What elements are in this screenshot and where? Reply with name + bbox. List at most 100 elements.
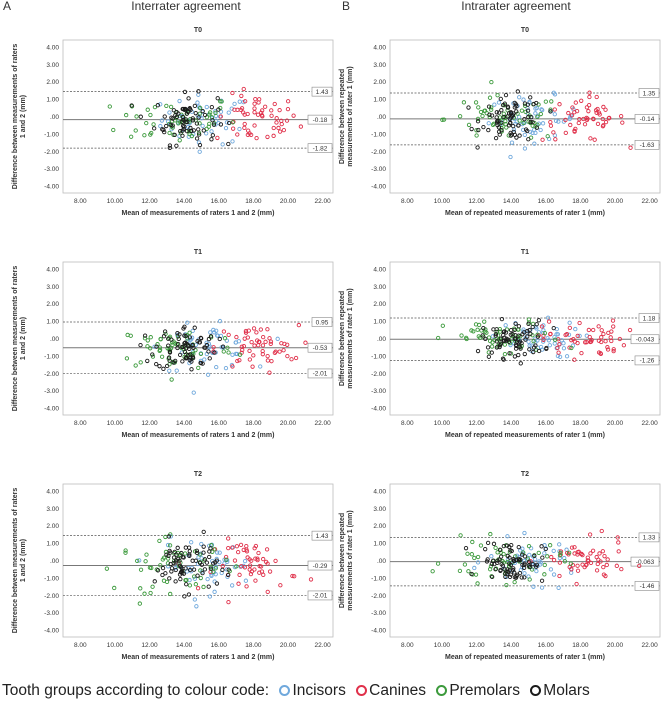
data-point	[242, 121, 247, 127]
x-tick-label: 8.00	[401, 198, 414, 205]
data-point	[544, 346, 549, 351]
data-point	[168, 591, 173, 597]
data-point	[486, 127, 491, 133]
data-point	[211, 569, 216, 574]
data-point	[599, 335, 604, 340]
y-tick-label: 4.00	[373, 266, 386, 273]
data-point	[210, 118, 215, 123]
x-axis-label: Mean of measurements of raters 1 and 2 (…	[122, 654, 275, 661]
data-points	[107, 86, 304, 154]
data-point	[137, 558, 142, 563]
data-point	[522, 351, 527, 357]
y-tick-label: .00	[377, 558, 386, 565]
data-point	[142, 133, 147, 138]
data-point	[530, 130, 535, 135]
data-point	[188, 355, 193, 360]
data-point	[558, 550, 563, 556]
legend-canines-label: Canines	[369, 682, 427, 699]
data-point	[557, 553, 563, 558]
x-tick-label: 12.00	[141, 642, 158, 649]
data-point	[226, 567, 231, 572]
data-point	[161, 127, 166, 132]
data-point	[232, 101, 237, 107]
data-point	[489, 554, 494, 559]
data-point	[179, 550, 184, 556]
data-point	[563, 130, 568, 135]
data-point	[190, 342, 195, 348]
data-point	[637, 563, 642, 569]
data-point	[230, 364, 235, 369]
data-point	[186, 352, 191, 358]
data-point	[507, 574, 513, 580]
data-point	[566, 110, 571, 116]
data-point	[526, 114, 531, 120]
data-point	[160, 572, 165, 578]
data-point	[545, 134, 550, 139]
data-point	[154, 344, 159, 349]
data-point	[242, 125, 247, 131]
data-point	[536, 348, 542, 354]
data-point	[601, 331, 606, 337]
data-point	[539, 585, 545, 590]
data-point	[487, 338, 493, 344]
data-point	[534, 564, 539, 569]
data-point	[158, 102, 163, 107]
data-point	[567, 320, 572, 325]
data-point	[517, 114, 522, 120]
data-point	[533, 111, 538, 116]
data-point	[159, 118, 165, 123]
x-tick-label: 12.00	[468, 420, 485, 427]
data-point	[123, 550, 128, 555]
data-point	[552, 334, 557, 340]
data-point	[226, 572, 231, 578]
data-point	[257, 564, 262, 569]
x-tick-label: 12.00	[141, 198, 158, 205]
x-tick-label: 14.00	[176, 420, 193, 427]
data-point	[187, 335, 192, 340]
x-tick-label: 22.00	[641, 420, 658, 427]
data-point	[173, 579, 178, 584]
data-point	[481, 325, 486, 331]
y-tick-label: 4.00	[46, 44, 59, 51]
data-point	[505, 569, 511, 574]
data-point	[167, 130, 172, 136]
data-point	[181, 117, 186, 123]
data-point	[532, 141, 537, 146]
data-point	[265, 561, 270, 566]
data-point	[546, 338, 551, 343]
data-point	[584, 562, 589, 567]
data-point	[232, 558, 238, 563]
data-point	[533, 343, 538, 348]
data-point	[212, 350, 217, 355]
data-point	[247, 567, 252, 572]
data-point	[215, 333, 220, 338]
data-point	[526, 137, 531, 142]
data-point	[185, 320, 190, 325]
data-point	[142, 336, 148, 341]
x-tick-label: 18.00	[572, 420, 589, 427]
data-point	[499, 316, 505, 322]
data-point	[260, 108, 265, 113]
data-point	[195, 586, 201, 591]
x-tick-label: 20.00	[280, 420, 297, 427]
data-point	[196, 115, 201, 120]
data-point	[489, 350, 494, 355]
data-point	[186, 109, 191, 114]
data-point	[207, 121, 212, 126]
data-point	[532, 553, 537, 558]
data-point	[197, 111, 202, 116]
data-point	[519, 575, 524, 580]
y-tick-label: 2.00	[373, 523, 386, 530]
data-point	[182, 324, 187, 329]
data-point	[514, 109, 519, 114]
data-point	[502, 567, 507, 572]
x-tick-label: 18.00	[245, 642, 262, 649]
data-point	[556, 350, 561, 355]
data-point	[522, 554, 528, 559]
y-tick-label: 2.00	[373, 301, 386, 308]
data-point	[495, 123, 500, 128]
data-point	[150, 354, 156, 359]
x-tick-label: 10.00	[434, 642, 451, 649]
data-point	[191, 567, 197, 572]
data-point	[166, 355, 172, 360]
